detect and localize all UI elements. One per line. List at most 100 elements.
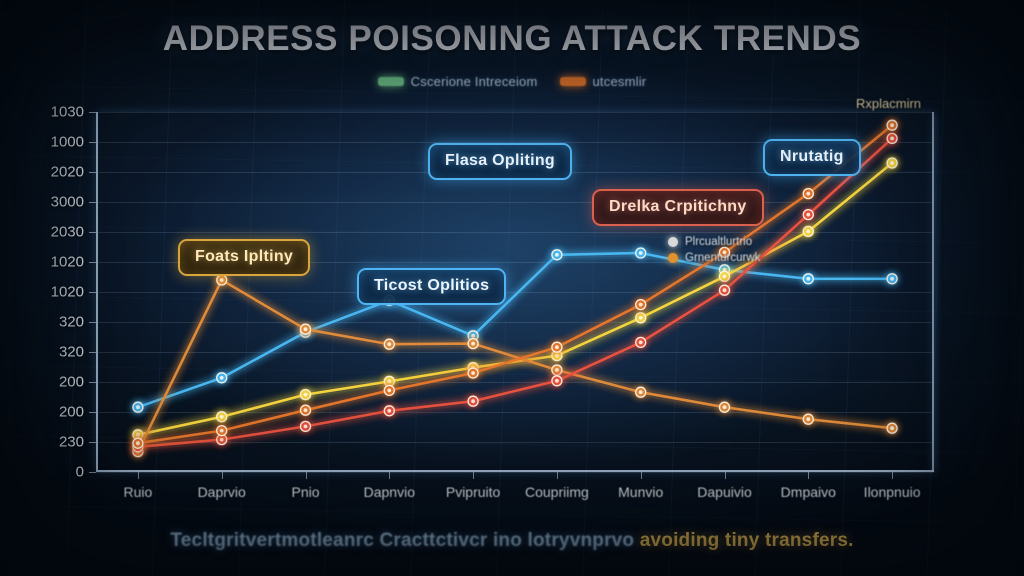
inline-legend-item[interactable]: Plrcualtlurtrio — [668, 236, 760, 248]
chart-title: ADDRESS POISONING ATTACK TRENDS — [162, 19, 862, 58]
y-axis-tick — [89, 292, 96, 293]
data-point-marker[interactable] — [299, 388, 312, 401]
data-point-marker[interactable] — [382, 375, 396, 388]
y-axis-tick — [89, 442, 96, 443]
plot-area: 0 230 200 200 320 320 1020 1020 2030 3000 2020 1000… — [51, 104, 934, 500]
legend-label: Cscerione Intreceiom — [410, 74, 538, 89]
series-end-label: Rxplacmirn — [856, 96, 922, 111]
data-point-marker[interactable] — [885, 132, 899, 145]
x-axis-tick — [221, 472, 223, 479]
data-point-marker[interactable] — [885, 421, 899, 435]
data-point-marker[interactable] — [801, 187, 815, 200]
data-point-marker[interactable] — [634, 311, 648, 325]
y-axis-tick — [89, 112, 96, 113]
data-point-marker[interactable] — [718, 400, 731, 414]
data-point-marker[interactable] — [299, 403, 312, 417]
series-line[interactable] — [136, 137, 894, 449]
x-axis-tick — [640, 472, 642, 479]
inline-legend-label: Plrcualtlurtrio — [685, 236, 753, 248]
data-point-marker[interactable] — [634, 385, 648, 399]
data-point-marker[interactable] — [718, 270, 731, 283]
data-point-marker[interactable] — [550, 374, 564, 388]
data-point-marker[interactable] — [131, 400, 145, 414]
legend-dot-icon — [668, 237, 678, 247]
gridline — [96, 352, 934, 353]
data-point-marker[interactable] — [550, 248, 564, 262]
data-point-marker[interactable] — [550, 340, 564, 354]
x-axis-tick — [808, 472, 810, 479]
inline-legend-item[interactable]: Grnenturcurwk — [668, 252, 760, 264]
data-point-marker[interactable] — [801, 412, 815, 426]
y-axis-tick — [89, 142, 96, 143]
x-axis-label: Dapnvio — [363, 484, 415, 500]
gridline — [96, 322, 934, 323]
gridline — [96, 202, 934, 203]
data-point-marker[interactable] — [718, 283, 731, 297]
axis-frame-right — [932, 112, 934, 472]
data-point-marker[interactable] — [634, 336, 648, 349]
series-line[interactable] — [136, 123, 894, 445]
x-axis-label: Munvio — [618, 484, 664, 500]
gridline — [96, 472, 934, 473]
data-point-marker[interactable] — [801, 272, 815, 286]
inline-legend-label: Grnenturcurwk — [685, 252, 761, 264]
annotation-callout[interactable]: Nrutatig — [763, 139, 861, 176]
gridline — [96, 442, 934, 443]
chart-caption: Tecltgritvertmotleanrc Cracttctivcr ino … — [0, 530, 1024, 552]
data-point-marker[interactable] — [382, 384, 396, 397]
data-point-marker[interactable] — [215, 273, 229, 287]
legend-dot-icon — [668, 253, 678, 263]
data-point-marker[interactable] — [466, 337, 480, 350]
data-point-marker[interactable] — [382, 404, 396, 418]
x-axis-tick — [724, 472, 726, 479]
x-axis-label: Ruio — [123, 484, 153, 500]
data-point-marker[interactable] — [718, 246, 731, 259]
data-point-marker[interactable] — [131, 436, 145, 450]
series-lines — [131, 118, 899, 458]
annotation-callout[interactable]: Ticost Oplitios — [357, 268, 507, 305]
gridline — [96, 382, 934, 383]
data-point-marker[interactable] — [215, 371, 229, 385]
data-point-marker[interactable] — [885, 118, 899, 132]
y-axis-label: 230 — [58, 433, 84, 451]
data-point-marker[interactable] — [885, 156, 899, 170]
data-point-marker[interactable] — [801, 225, 815, 238]
x-axis-label: Ilonpnuio — [863, 484, 921, 500]
caption-dim-text: Tecltgritvertmotleanrc Cracttctivcr ino … — [170, 530, 635, 551]
data-point-marker[interactable] — [634, 246, 648, 260]
data-point-marker[interactable] — [885, 272, 899, 286]
x-axis-tick — [389, 472, 391, 479]
chart-legend: Cscerione Intreceiom utcesmlir — [0, 74, 1024, 89]
y-axis-tick — [89, 232, 96, 233]
legend-item[interactable]: Cscerione Intreceiom — [377, 74, 538, 89]
data-point-marker[interactable] — [215, 424, 229, 437]
inline-series-legend: Plrcualtlurtrio Grnenturcurwk — [668, 236, 760, 264]
x-axis-label: Pnio — [291, 484, 320, 500]
y-axis-label: 3000 — [50, 193, 84, 211]
series-line[interactable] — [136, 251, 894, 409]
y-axis-label: 1030 — [50, 103, 84, 121]
axis-frame — [96, 112, 934, 472]
data-point-marker[interactable] — [299, 322, 312, 336]
data-point-marker[interactable] — [801, 208, 815, 221]
annotation-callout[interactable]: Flasa Opliting — [428, 143, 572, 180]
data-point-marker[interactable] — [382, 337, 396, 351]
y-axis-tick — [89, 202, 96, 203]
annotation-callout[interactable]: Foats Ipltiny — [178, 239, 311, 276]
data-point-marker[interactable] — [466, 366, 480, 380]
annotation-callout[interactable]: Drelka Crpitichny — [592, 189, 764, 226]
x-axis-tick — [556, 472, 558, 479]
data-point-marker[interactable] — [299, 420, 312, 433]
y-axis-label: 200 — [58, 403, 84, 421]
x-axis-tick — [473, 472, 475, 479]
data-point-marker[interactable] — [215, 410, 229, 424]
caption-highlight-text: avoiding tiny transfers. — [639, 530, 854, 551]
gridline — [96, 112, 934, 113]
data-point-marker[interactable] — [550, 363, 564, 377]
legend-item[interactable]: utcesmlir — [559, 74, 647, 89]
data-point-marker[interactable] — [466, 394, 480, 408]
data-point-marker[interactable] — [634, 298, 648, 311]
gridline — [96, 142, 934, 143]
y-axis-label: 1020 — [50, 253, 84, 271]
